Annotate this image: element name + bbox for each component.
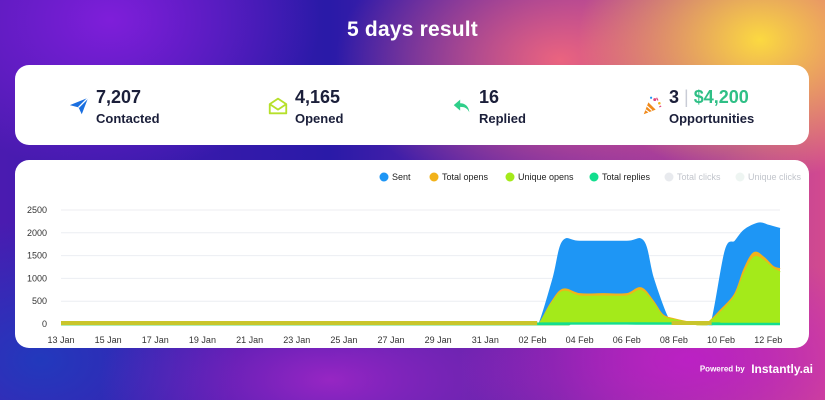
- stat-contacted-value: 7,207: [96, 87, 142, 107]
- legend-item-unique-clicks[interactable]: Unique clicks: [735, 172, 802, 182]
- y-tick-label: 500: [32, 296, 47, 306]
- series-line-sent: [61, 222, 781, 326]
- series-line-total-opens: [61, 251, 781, 326]
- series-area-total-opens: [61, 252, 780, 324]
- legend-item-total-replies[interactable]: Total replies: [589, 172, 651, 182]
- x-tick-label: 02 Feb: [518, 335, 546, 345]
- y-tick-label: 1000: [27, 273, 47, 283]
- x-tick-label: 21 Jan: [236, 335, 263, 345]
- stat-opportunities-value: 3 | $4,200: [669, 87, 749, 108]
- x-tick-label: 15 Jan: [95, 335, 122, 345]
- x-tick-label: 04 Feb: [566, 335, 594, 345]
- stat-opened-value: 4,165: [295, 87, 341, 107]
- page-title: 5 days result: [347, 18, 478, 41]
- x-tick-label: 29 Jan: [425, 335, 452, 345]
- legend-item-unique-opens[interactable]: Unique opens: [505, 172, 575, 182]
- legend-label: Total replies: [602, 172, 651, 182]
- brand-logo[interactable]: Instantly.ai: [751, 361, 813, 376]
- stat-opened-label: Opened: [295, 111, 344, 126]
- opportunities-separator: |: [684, 87, 689, 107]
- chart-series: [61, 222, 781, 326]
- open-envelope-icon: [268, 97, 288, 115]
- x-tick-label: 13 Jan: [47, 335, 74, 345]
- x-tick-label: 10 Feb: [707, 335, 735, 345]
- series-area-unique-opens: [61, 257, 780, 324]
- legend-item-sent[interactable]: Sent: [379, 172, 412, 182]
- opportunities-amount: $4,200: [693, 87, 749, 107]
- x-tick-label: 08 Feb: [660, 335, 688, 345]
- stats-card: 7,207 Contacted 4,165 Opened 16 Replied …: [15, 65, 809, 145]
- party-popper-icon: [643, 96, 662, 115]
- stat-opportunities-label: Opportunities: [669, 111, 755, 126]
- series-line-unique-opens: [61, 256, 781, 326]
- legend-item-total-clicks[interactable]: Total clicks: [664, 172, 722, 182]
- series-area-sent: [61, 223, 780, 324]
- x-tick-label: 19 Jan: [189, 335, 216, 345]
- legend-label: Unique opens: [518, 172, 574, 182]
- legend-marker: [505, 172, 515, 182]
- paper-plane-icon: [69, 97, 89, 115]
- powered-by-label: Powered by: [699, 364, 745, 374]
- stat-contacted-label: Contacted: [96, 111, 160, 126]
- x-tick-label: 27 Jan: [378, 335, 405, 345]
- chart-card: Sent Total opens Unique opens Total replies…: [15, 160, 809, 348]
- reply-arrow-icon: [453, 99, 470, 113]
- legend-marker: [589, 172, 599, 182]
- legend-marker: [664, 172, 674, 182]
- legend-item-total-opens[interactable]: Total opens: [429, 172, 489, 182]
- x-tick-label: 25 Jan: [330, 335, 357, 345]
- legend-label: Total opens: [442, 172, 489, 182]
- y-tick-label: 2500: [27, 205, 47, 215]
- legend-marker: [735, 172, 745, 182]
- legend-label: Sent: [392, 172, 411, 182]
- chart-axes: 0 500 1000 1500 2000 2500 13 Jan 15 Jan 17 Jan 19…: [27, 205, 782, 345]
- chart-legend: Sent Total opens Unique opens Total replies…: [379, 172, 802, 182]
- x-tick-label: 31 Jan: [472, 335, 499, 345]
- chart-grid: [61, 209, 780, 325]
- activity-chart: Sent Total opens Unique opens Total replies…: [27, 172, 802, 345]
- y-tick-label: 2000: [27, 228, 47, 238]
- y-tick-label: 1500: [27, 251, 47, 261]
- legend-marker: [379, 172, 389, 182]
- powered-by: Powered by Instantly.ai: [700, 360, 813, 378]
- legend-label: Total clicks: [677, 172, 721, 182]
- opportunities-count: 3: [669, 87, 680, 107]
- y-tick-label: 0: [42, 319, 47, 329]
- legend-marker: [429, 172, 439, 182]
- stat-replied-label: Replied: [479, 111, 526, 126]
- stat-replied-value: 16: [479, 87, 500, 107]
- x-tick-label: 17 Jan: [142, 335, 169, 345]
- x-tick-label: 12 Feb: [754, 335, 782, 345]
- x-tick-label: 06 Feb: [613, 335, 641, 345]
- x-tick-label: 23 Jan: [283, 335, 310, 345]
- legend-label: Unique clicks: [748, 172, 802, 182]
